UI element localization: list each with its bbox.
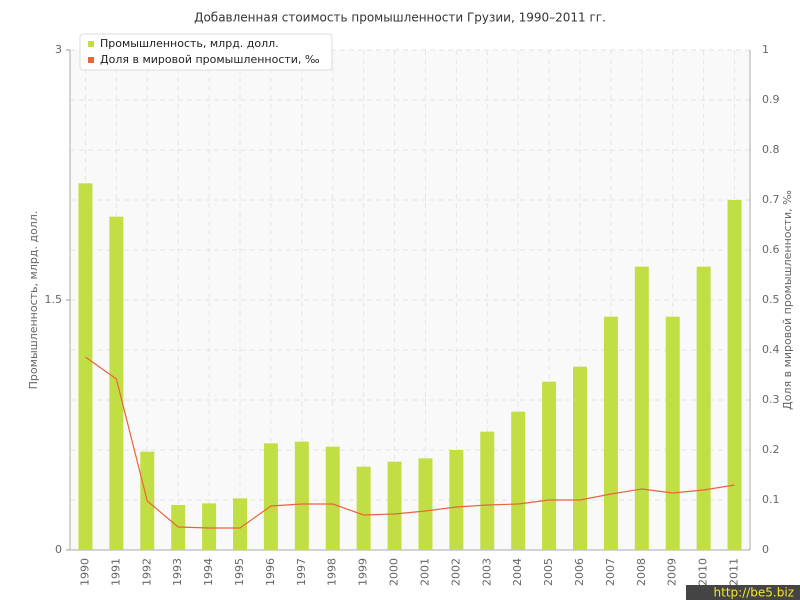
x-tick-label: 1998 xyxy=(326,558,339,586)
x-tick-label: 2006 xyxy=(573,558,586,586)
y2-tick-label: 0.1 xyxy=(762,493,780,506)
x-tick-label: 2002 xyxy=(449,558,462,586)
bar xyxy=(387,461,402,550)
y2-tick-label: 1 xyxy=(762,43,769,56)
x-tick-label: 2004 xyxy=(511,558,524,586)
legend-swatch xyxy=(88,41,94,47)
bar xyxy=(603,316,618,550)
bar xyxy=(233,498,247,550)
x-tick-label: 2001 xyxy=(418,558,431,586)
y2-tick-label: 0.5 xyxy=(762,293,780,306)
y2-axis-title: Доля в мировой промышленности, ‰ xyxy=(781,190,794,410)
x-tick-label: 2000 xyxy=(388,558,401,586)
legend: Промышленность, млрд. долл. Доля в мирово… xyxy=(79,33,333,71)
watermark: http://be5.biz xyxy=(714,586,794,600)
legend-label: Промышленность, млрд. долл. xyxy=(100,37,279,50)
watermark-bg xyxy=(686,585,800,600)
x-tick-label: 2011 xyxy=(728,558,741,586)
bar xyxy=(727,200,742,550)
bar xyxy=(263,443,278,550)
y2-tick-label: 0.7 xyxy=(762,193,780,206)
y2-tick-label: 0.2 xyxy=(762,443,780,456)
x-tick-label: 1993 xyxy=(171,558,184,586)
legend-swatch xyxy=(88,57,94,63)
bar xyxy=(449,450,464,550)
bar xyxy=(78,183,93,551)
bar xyxy=(665,316,680,550)
x-tick-label: 1994 xyxy=(202,558,215,586)
x-tick-label: 2005 xyxy=(542,558,555,586)
y2-tick-label: 0.3 xyxy=(762,393,780,406)
x-tick-label: 2007 xyxy=(604,558,617,586)
x-tick-label: 2008 xyxy=(635,558,648,586)
x-tick-label: 2010 xyxy=(697,558,710,586)
y2-tick-label: 0 xyxy=(762,543,769,556)
y2-tick-label: 0.6 xyxy=(762,243,780,256)
x-tick-label: 1995 xyxy=(233,558,246,586)
y2-tick-label: 0.4 xyxy=(762,343,780,356)
x-tick-label: 1997 xyxy=(295,558,308,586)
bar xyxy=(542,381,557,550)
bar xyxy=(325,446,340,550)
x-tick-label: 1991 xyxy=(109,558,122,586)
x-tick-label: 1996 xyxy=(264,558,277,586)
legend-box xyxy=(79,33,333,71)
y-tick-label: 1.5 xyxy=(45,293,63,306)
bar xyxy=(634,266,649,550)
y-axis-title: Промышленность, млрд. долл. xyxy=(27,211,40,390)
bar xyxy=(573,366,587,550)
bar xyxy=(418,458,433,550)
chart-title: Добавленная стоимость промышленности Гру… xyxy=(194,11,606,25)
bar xyxy=(511,411,526,550)
line xyxy=(85,356,735,529)
bar xyxy=(202,503,217,550)
y2-tick-label: 0.8 xyxy=(762,143,780,156)
x-tick-label: 1992 xyxy=(140,558,153,586)
x-tick-label: 2003 xyxy=(480,558,493,586)
bar xyxy=(356,466,371,550)
legend-label: Доля в мировой промышленности, ‰ xyxy=(100,53,320,66)
bar xyxy=(696,266,711,550)
x-tick-label: 1999 xyxy=(357,558,370,586)
bar xyxy=(480,431,495,550)
y-tick-label: 0 xyxy=(55,543,62,556)
y-tick-label: 3 xyxy=(55,43,62,56)
bar xyxy=(109,216,124,550)
x-tick-label: 2009 xyxy=(666,558,679,586)
x-tick-label: 1990 xyxy=(78,558,91,586)
bar xyxy=(294,441,309,550)
y2-tick-label: 0.9 xyxy=(762,93,780,106)
